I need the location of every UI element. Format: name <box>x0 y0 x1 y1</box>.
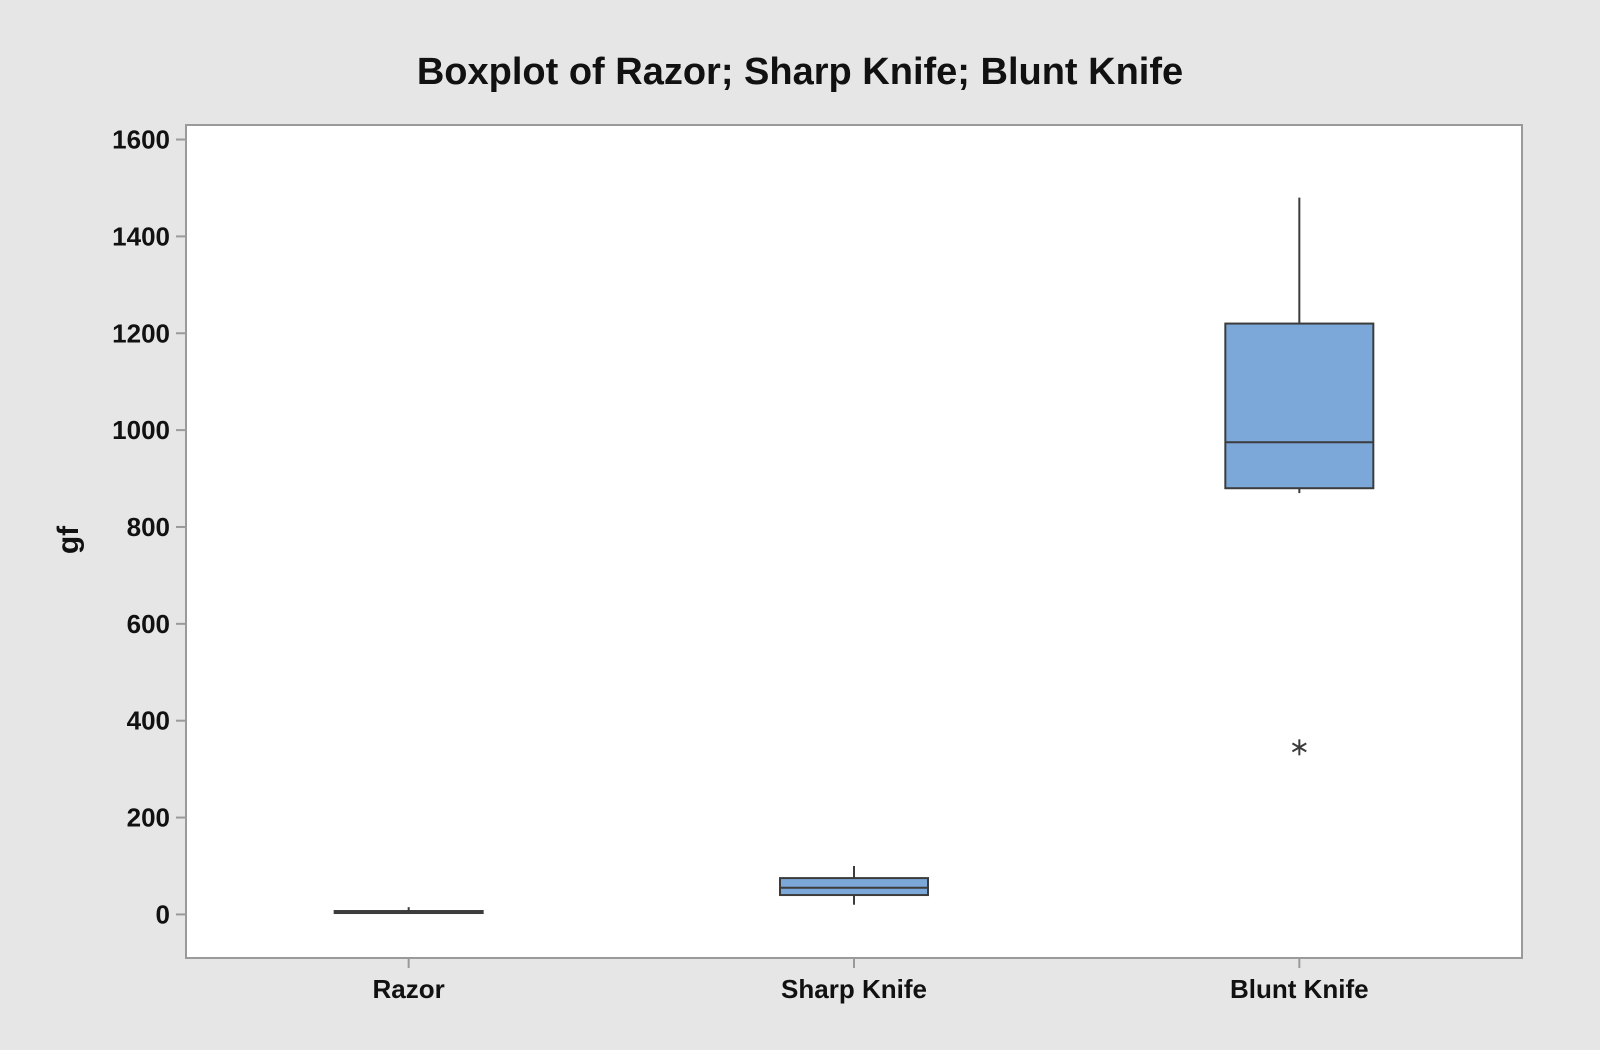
y-axis: 0 200 400 600 800 1000 1200 1400 1600 <box>112 125 186 929</box>
y-tick-label: 1000 <box>112 415 170 445</box>
y-tick-label: 600 <box>127 609 170 639</box>
plot-area <box>185 124 1523 959</box>
boxes-group <box>333 197 1375 915</box>
outlier-stroke <box>1291 742 1307 753</box>
iqr-box <box>779 877 929 897</box>
x-tick-label: Razor <box>373 974 445 1004</box>
iqr-box <box>1224 322 1375 490</box>
box-sharp-knife <box>779 865 929 905</box>
y-tick-label: 0 <box>156 899 170 929</box>
y-tick-label: 1600 <box>112 125 170 155</box>
y-tick-label: 1200 <box>112 318 170 348</box>
x-tick-label: Blunt Knife <box>1230 974 1369 1004</box>
chart-title: Boxplot of Razor; Sharp Knife; Blunt Kni… <box>417 51 1183 93</box>
outlier-marker <box>1291 739 1307 756</box>
y-tick-label: 200 <box>127 803 170 833</box>
box-razor <box>333 907 484 915</box>
box-blunt-knife <box>1224 197 1375 756</box>
y-tick-label: 800 <box>127 512 170 542</box>
y-tick-label: 400 <box>127 706 170 736</box>
y-axis-label: gf <box>52 525 85 554</box>
x-tick-label: Sharp Knife <box>781 974 927 1004</box>
y-tick-label: 1400 <box>112 221 170 251</box>
x-axis: Razor Sharp Knife Blunt Knife <box>373 958 1369 1004</box>
